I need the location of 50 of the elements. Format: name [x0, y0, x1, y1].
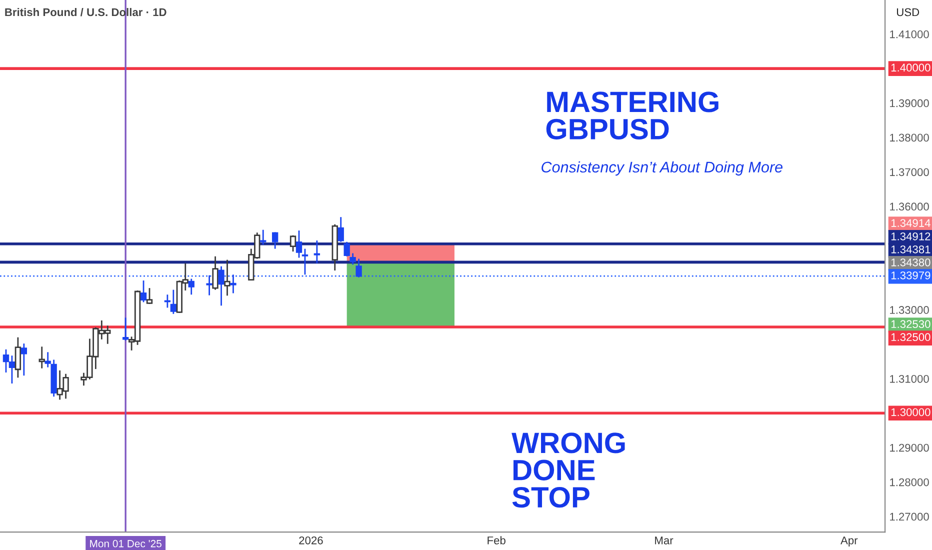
candlestick [356, 258, 362, 278]
ref-line-label: 1.40000 [891, 64, 930, 72]
y-tick-label: 1.31000 [890, 374, 929, 383]
text: 1.34380 [891, 258, 930, 266]
candlestick [338, 216, 344, 243]
y-tick-label: 1.28000 [890, 478, 929, 486]
x-tick-label: 2026 [299, 536, 323, 544]
candlestick [146, 287, 153, 305]
text: 1.34914 [891, 219, 930, 227]
candlestick [170, 289, 177, 315]
y-tick-label: 1.36000 [890, 202, 929, 211]
annotation: WRONG DONE STOP [512, 432, 625, 508]
candlestick [224, 259, 230, 296]
ref-line-label: 1.32500 [891, 333, 930, 342]
candlestick [122, 317, 129, 342]
y-axis-title: USD [896, 8, 920, 16]
candlestick [218, 266, 224, 306]
y-tick-label: 1.41000 [890, 30, 929, 38]
x-tick-label: Feb [488, 536, 506, 544]
y-tick-label: 1.27000 [890, 512, 929, 521]
x-tick-label: Apr [840, 536, 858, 547]
candlestick [290, 234, 296, 252]
candlestick [260, 229, 266, 246]
y-tick-label: 1.29000 [890, 444, 929, 452]
ref-line-label: 1.33979 [891, 271, 930, 280]
candlestick [302, 248, 308, 276]
candlestick [188, 278, 194, 296]
x-tick-label: Mar [655, 536, 674, 544]
ref-line-label: 1.34912 [891, 232, 930, 240]
annotation: MASTERING GBPUSD [546, 92, 718, 140]
text: 1.32530 [891, 320, 930, 328]
ref-line-label: Mon 01 Dec '25 [90, 540, 162, 548]
candlestick [272, 232, 278, 250]
annotation: Consistency Isn’t About Doing More [542, 161, 782, 176]
candlestick [14, 336, 22, 378]
ref-line-label: 1.30000 [891, 408, 930, 416]
legend-label: 1.34381 [891, 245, 930, 254]
candlestick [38, 346, 45, 370]
candlestick [20, 342, 28, 376]
candlestick [296, 230, 302, 258]
candlestick [314, 240, 320, 264]
candlestick [230, 274, 236, 294]
candlestick [212, 256, 218, 290]
candlestick [206, 274, 212, 296]
y-tick-label: 1.38000 [890, 134, 929, 142]
y-tick-label: 1.39000 [890, 99, 929, 108]
y-tick-label: 1.37000 [890, 168, 929, 176]
candlestick [164, 294, 171, 308]
y-tick-label: 1.33000 [890, 306, 929, 314]
candlestick [140, 280, 147, 303]
